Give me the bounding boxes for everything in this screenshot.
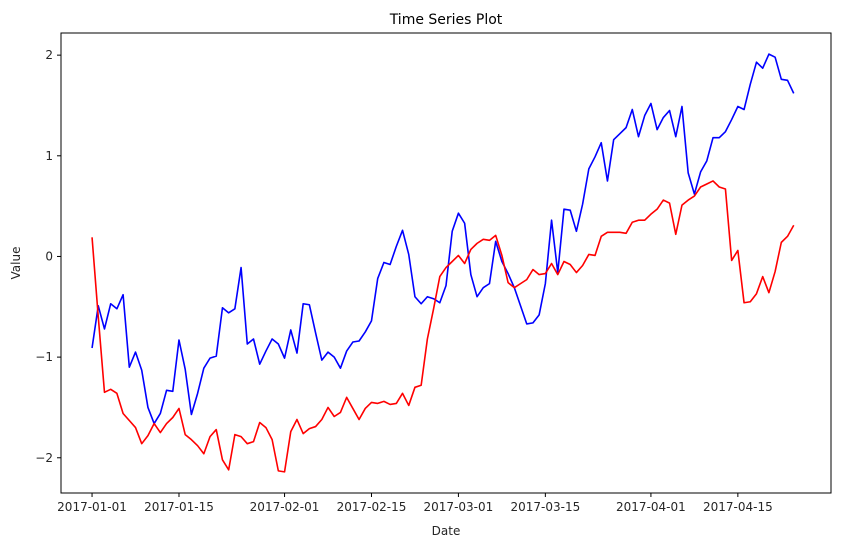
y-tick-label: 2	[45, 48, 53, 62]
y-tick-label: −2	[35, 451, 53, 465]
y-axis: −2 −1 0 1 2	[35, 48, 61, 465]
y-tick-label: −1	[35, 350, 53, 364]
series-line-1	[91, 53, 795, 425]
y-tick-label: 1	[45, 149, 53, 163]
x-tick-label: 2017-02-01	[250, 500, 320, 514]
series-line-2	[91, 180, 795, 473]
x-tick-label: 2017-02-15	[337, 500, 407, 514]
y-tick-label: 0	[45, 249, 53, 263]
chart-title: Time Series Plot	[389, 12, 503, 28]
x-tick-label: 2017-04-01	[616, 500, 686, 514]
plot-frame	[60, 32, 832, 494]
y-axis-label: Value	[9, 247, 23, 280]
x-tick-label: 2017-03-15	[510, 500, 580, 514]
x-axis-label: Date	[432, 524, 461, 538]
x-axis: 2017-01-01 2017-01-15 2017-02-01 2017-02-15…	[57, 493, 773, 514]
x-tick-label: 2017-04-15	[703, 500, 773, 514]
x-tick-label: 2017-01-01	[57, 500, 127, 514]
plot-area	[60, 32, 832, 494]
x-tick-label: 2017-01-15	[144, 500, 214, 514]
series-layer	[91, 53, 795, 473]
x-tick-label: 2017-03-01	[424, 500, 494, 514]
